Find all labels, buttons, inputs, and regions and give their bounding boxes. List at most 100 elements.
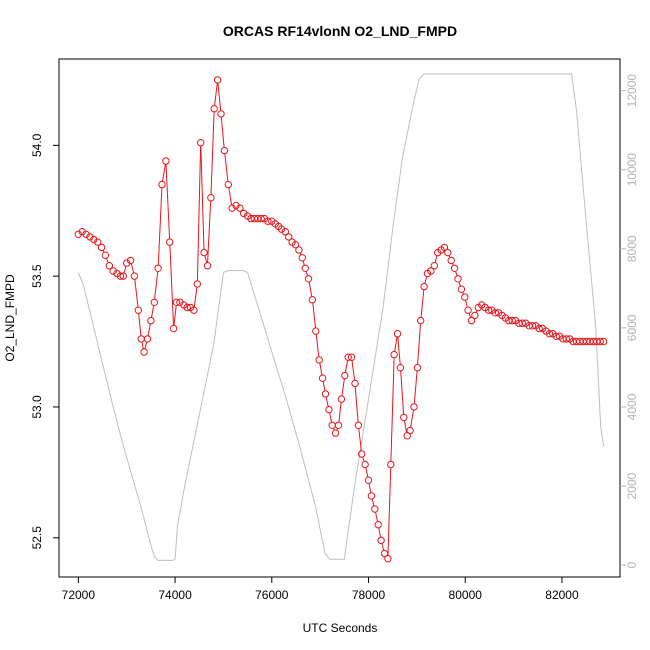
- y2-tick-label: 12000: [625, 74, 639, 108]
- o2-data-point: [240, 209, 248, 218]
- o2-data-point: [318, 374, 327, 382]
- o2-data-point: [344, 353, 352, 361]
- o2-data-point: [236, 204, 244, 212]
- o2-line-segment: [420, 289, 425, 318]
- o2-line-segment: [302, 260, 305, 266]
- o2-data-point: [484, 306, 493, 314]
- o2-data-point: [281, 228, 289, 236]
- o2-data-point: [390, 350, 398, 359]
- o2-line-segment: [458, 281, 461, 287]
- o2-data-point: [328, 421, 336, 429]
- o2-data-point: [361, 460, 369, 469]
- o2-line-segment: [455, 271, 458, 276]
- o2-data-point: [150, 298, 159, 306]
- o2-line-segment: [358, 428, 362, 451]
- o2-line-segment: [424, 276, 428, 284]
- o2-data-point: [400, 413, 408, 422]
- o2-data-point: [232, 201, 240, 210]
- o2-line-segment: [162, 164, 166, 182]
- o2-data-point: [545, 330, 554, 338]
- y-tick-label: 53.0: [30, 395, 44, 419]
- o2-line-segment: [400, 370, 405, 415]
- o2-data-point: [213, 76, 222, 84]
- o2-data-point: [351, 379, 359, 388]
- o2-data-point: [461, 293, 469, 301]
- altitude-series: [77, 73, 605, 561]
- o2-data-point: [130, 272, 139, 280]
- o2-data-point: [285, 233, 293, 241]
- o2-data-point: [393, 330, 402, 338]
- o2-data-point: [264, 217, 272, 225]
- o2-line-segment: [371, 498, 375, 507]
- o2-line-segment: [193, 287, 198, 308]
- altitude-line: [77, 73, 605, 561]
- plot-frame: [58, 58, 621, 578]
- o2-line-segment: [141, 341, 144, 350]
- o2-line-segment: [322, 381, 326, 391]
- o2-data-point: [599, 337, 608, 346]
- o2-data-point: [140, 348, 148, 356]
- y2-tick-label: 0: [625, 561, 639, 568]
- o2-data-point: [464, 306, 472, 314]
- o2-line-segment: [210, 111, 215, 195]
- o2-data-point: [166, 238, 174, 246]
- o2-data-point: [291, 241, 300, 249]
- o2-data-point: [295, 246, 303, 254]
- o2-data-point: [528, 322, 537, 330]
- o2-line-segment: [351, 360, 356, 381]
- o2-data-point: [347, 353, 356, 361]
- o2-data-point: [203, 262, 212, 270]
- o2-data-point: [331, 429, 340, 437]
- o2-line-segment: [375, 511, 378, 522]
- o2-data-point: [596, 337, 604, 346]
- y2-tick-label: 4000: [625, 393, 639, 420]
- o2-line-segment: [365, 467, 369, 478]
- o2-line-segment: [217, 83, 222, 111]
- o2-data-point: [82, 230, 90, 239]
- o2-line-segment: [403, 420, 408, 433]
- o2-data-point: [413, 364, 422, 372]
- o2-line-segment: [157, 187, 163, 266]
- o2-line-segment: [394, 336, 398, 352]
- o2-data-point: [210, 105, 218, 113]
- o2-data-point: [304, 275, 313, 283]
- o2-data-point: [450, 264, 459, 272]
- o2-line-segment: [413, 370, 418, 404]
- o2-line-segment: [165, 164, 171, 239]
- x-tick-label: 82000: [545, 588, 579, 602]
- o2-data-point: [74, 230, 83, 239]
- o2-data-point: [562, 335, 570, 343]
- o2-line-segment: [169, 245, 174, 326]
- o2-line-segment: [341, 378, 345, 396]
- o2-line-segment: [397, 336, 401, 365]
- o2-line-segment: [354, 386, 359, 423]
- o2-data-point: [444, 248, 452, 257]
- o2-data-point: [90, 235, 98, 244]
- o2-data-point: [447, 256, 455, 265]
- o2-data-point: [217, 110, 225, 118]
- o2-data-point: [508, 316, 516, 325]
- o2-line-segment: [329, 412, 333, 423]
- o2-line-segment: [207, 200, 212, 263]
- o2-line-segment: [381, 543, 385, 551]
- o2-data-point: [387, 460, 395, 469]
- o2-line-segment: [144, 341, 148, 350]
- o2-data-point: [374, 521, 382, 529]
- o2-line-segment: [468, 313, 471, 318]
- o2-data-point: [134, 306, 143, 314]
- o2-data-point: [410, 403, 418, 411]
- o2-line-segment: [173, 305, 177, 326]
- y-tick-label: 54.0: [30, 133, 44, 157]
- o2-line-segment: [220, 117, 225, 148]
- o2-data-point: [94, 238, 102, 246]
- o2-line-segment: [344, 360, 349, 373]
- o2-data-point: [518, 319, 526, 327]
- o2-data-point: [207, 194, 215, 202]
- o2-data-point: [137, 335, 145, 343]
- o2-data-point: [116, 272, 125, 280]
- o2-line-segment: [368, 483, 372, 493]
- o2-line-segment: [338, 402, 342, 423]
- o2-data-point: [380, 549, 389, 558]
- o2-data-point: [197, 139, 205, 147]
- o2-line-segment: [417, 323, 421, 365]
